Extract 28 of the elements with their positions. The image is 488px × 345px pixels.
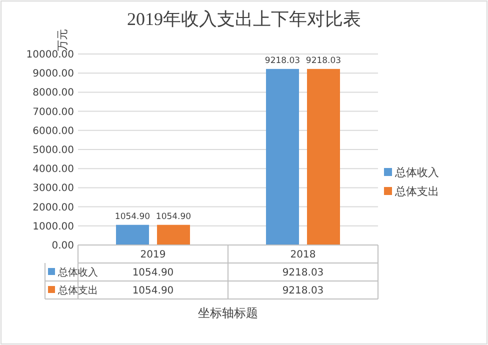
y-tick-label: 0.00 xyxy=(52,240,74,252)
y-tick-label: 3000.00 xyxy=(32,183,74,194)
data-label: 9218.03 xyxy=(282,268,324,278)
data-label: 1054.90 xyxy=(132,286,174,296)
text: 总体收入 xyxy=(395,166,439,179)
y-tick-label: 4000.00 xyxy=(32,164,74,176)
chart-title: 2019年收入支出上下年对比表 xyxy=(127,9,361,29)
y-tick-label: 5000.00 xyxy=(32,145,74,156)
data-label: 1054.90 xyxy=(132,268,174,278)
y-tick-label: 2000.00 xyxy=(32,202,74,214)
x-axis-title: 坐标轴标题 xyxy=(198,306,258,320)
y-tick-label: 8000.00 xyxy=(32,88,74,99)
y-tick-label: 6000.00 xyxy=(32,126,74,137)
y-tick-label: 10000.00 xyxy=(26,50,74,60)
text: 9218.03 xyxy=(306,56,342,66)
legend-label: 总体支出 xyxy=(394,184,439,198)
text: 1054.90 xyxy=(156,212,192,222)
y-axis-title: 万元 xyxy=(56,29,69,51)
data-label: 9218.03 xyxy=(282,286,324,296)
x-tick-label: 2018 xyxy=(290,250,316,260)
legend-label: 总体收入 xyxy=(57,266,98,278)
x-tick-label: 2019 xyxy=(140,250,166,260)
y-tick-label: 7000.00 xyxy=(32,106,74,118)
y-tick-label: 1000.00 xyxy=(32,221,74,232)
text: 1054.90 xyxy=(114,212,150,222)
text: 9218.03 xyxy=(264,56,300,66)
y-tick-label: 9000.00 xyxy=(32,68,74,80)
text: 总体支出 xyxy=(58,286,98,296)
